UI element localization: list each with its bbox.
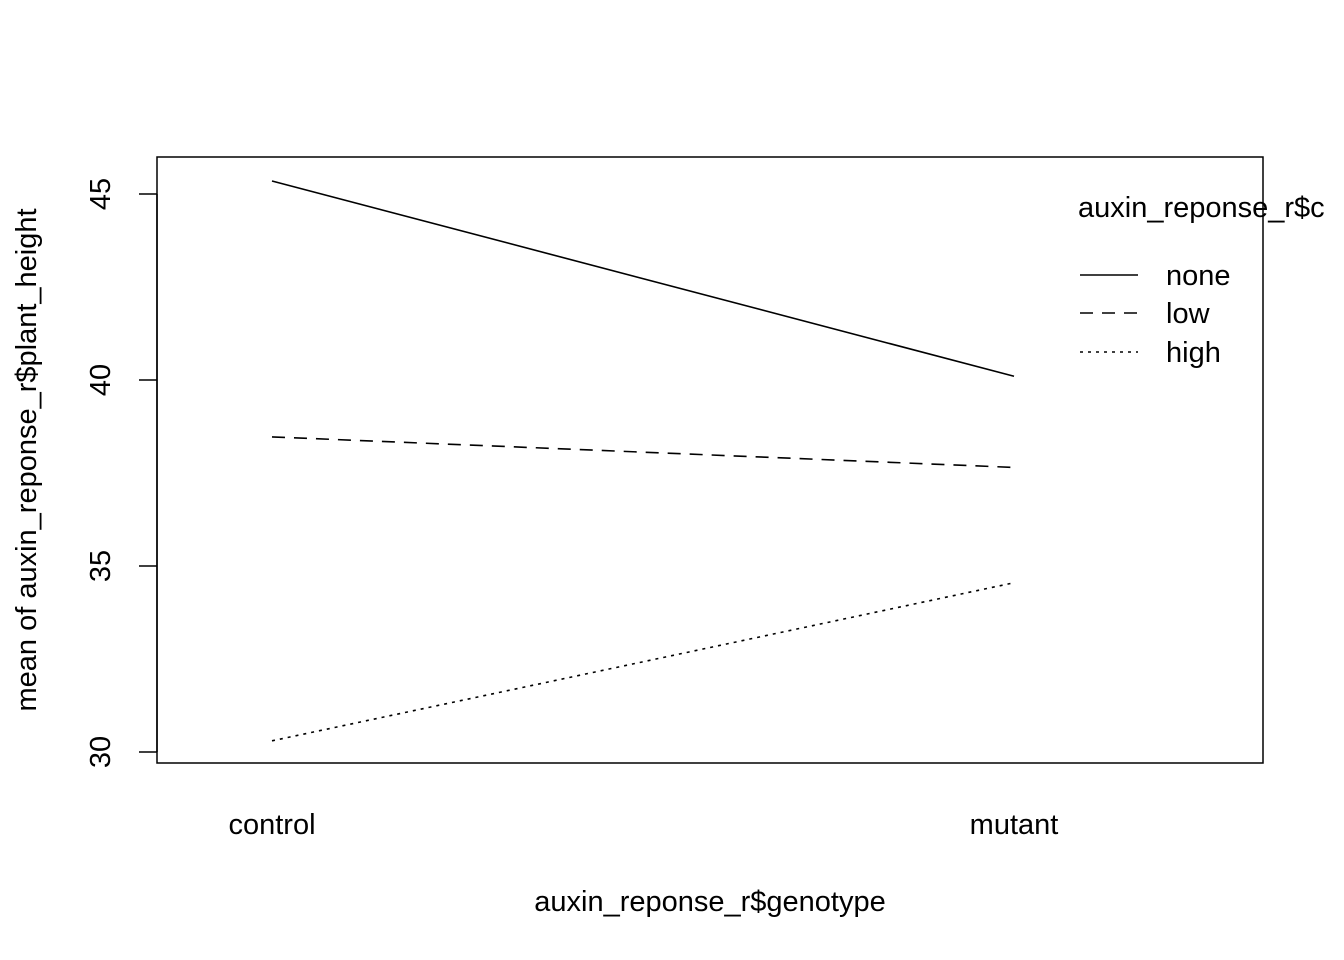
y-tick-label: 40 xyxy=(85,364,117,396)
x-tick-label: mutant xyxy=(970,809,1059,841)
y-tick-label: 30 xyxy=(85,736,117,768)
y-tick-label: 35 xyxy=(85,550,117,582)
y-axis: 30 35 40 45 xyxy=(85,178,158,768)
legend-label-high: high xyxy=(1166,337,1221,369)
y-tick-label: 45 xyxy=(85,178,117,210)
series-line-high xyxy=(271,581,1015,742)
legend-label-low: low xyxy=(1166,298,1211,330)
legend-label-none: none xyxy=(1166,260,1231,292)
x-axis: control mutant xyxy=(228,809,1058,841)
x-tick-label: control xyxy=(228,809,315,841)
y-axis-label: mean of auxin_reponse_r$plant_height xyxy=(11,208,43,711)
x-axis-label: auxin_reponse_r$genotype xyxy=(534,886,886,918)
series-line-low xyxy=(271,436,1015,469)
series-layer xyxy=(271,180,1015,742)
series-line-none xyxy=(271,180,1015,378)
legend-title: auxin_reponse_r$c xyxy=(1078,192,1325,224)
plot-box xyxy=(156,156,1264,764)
